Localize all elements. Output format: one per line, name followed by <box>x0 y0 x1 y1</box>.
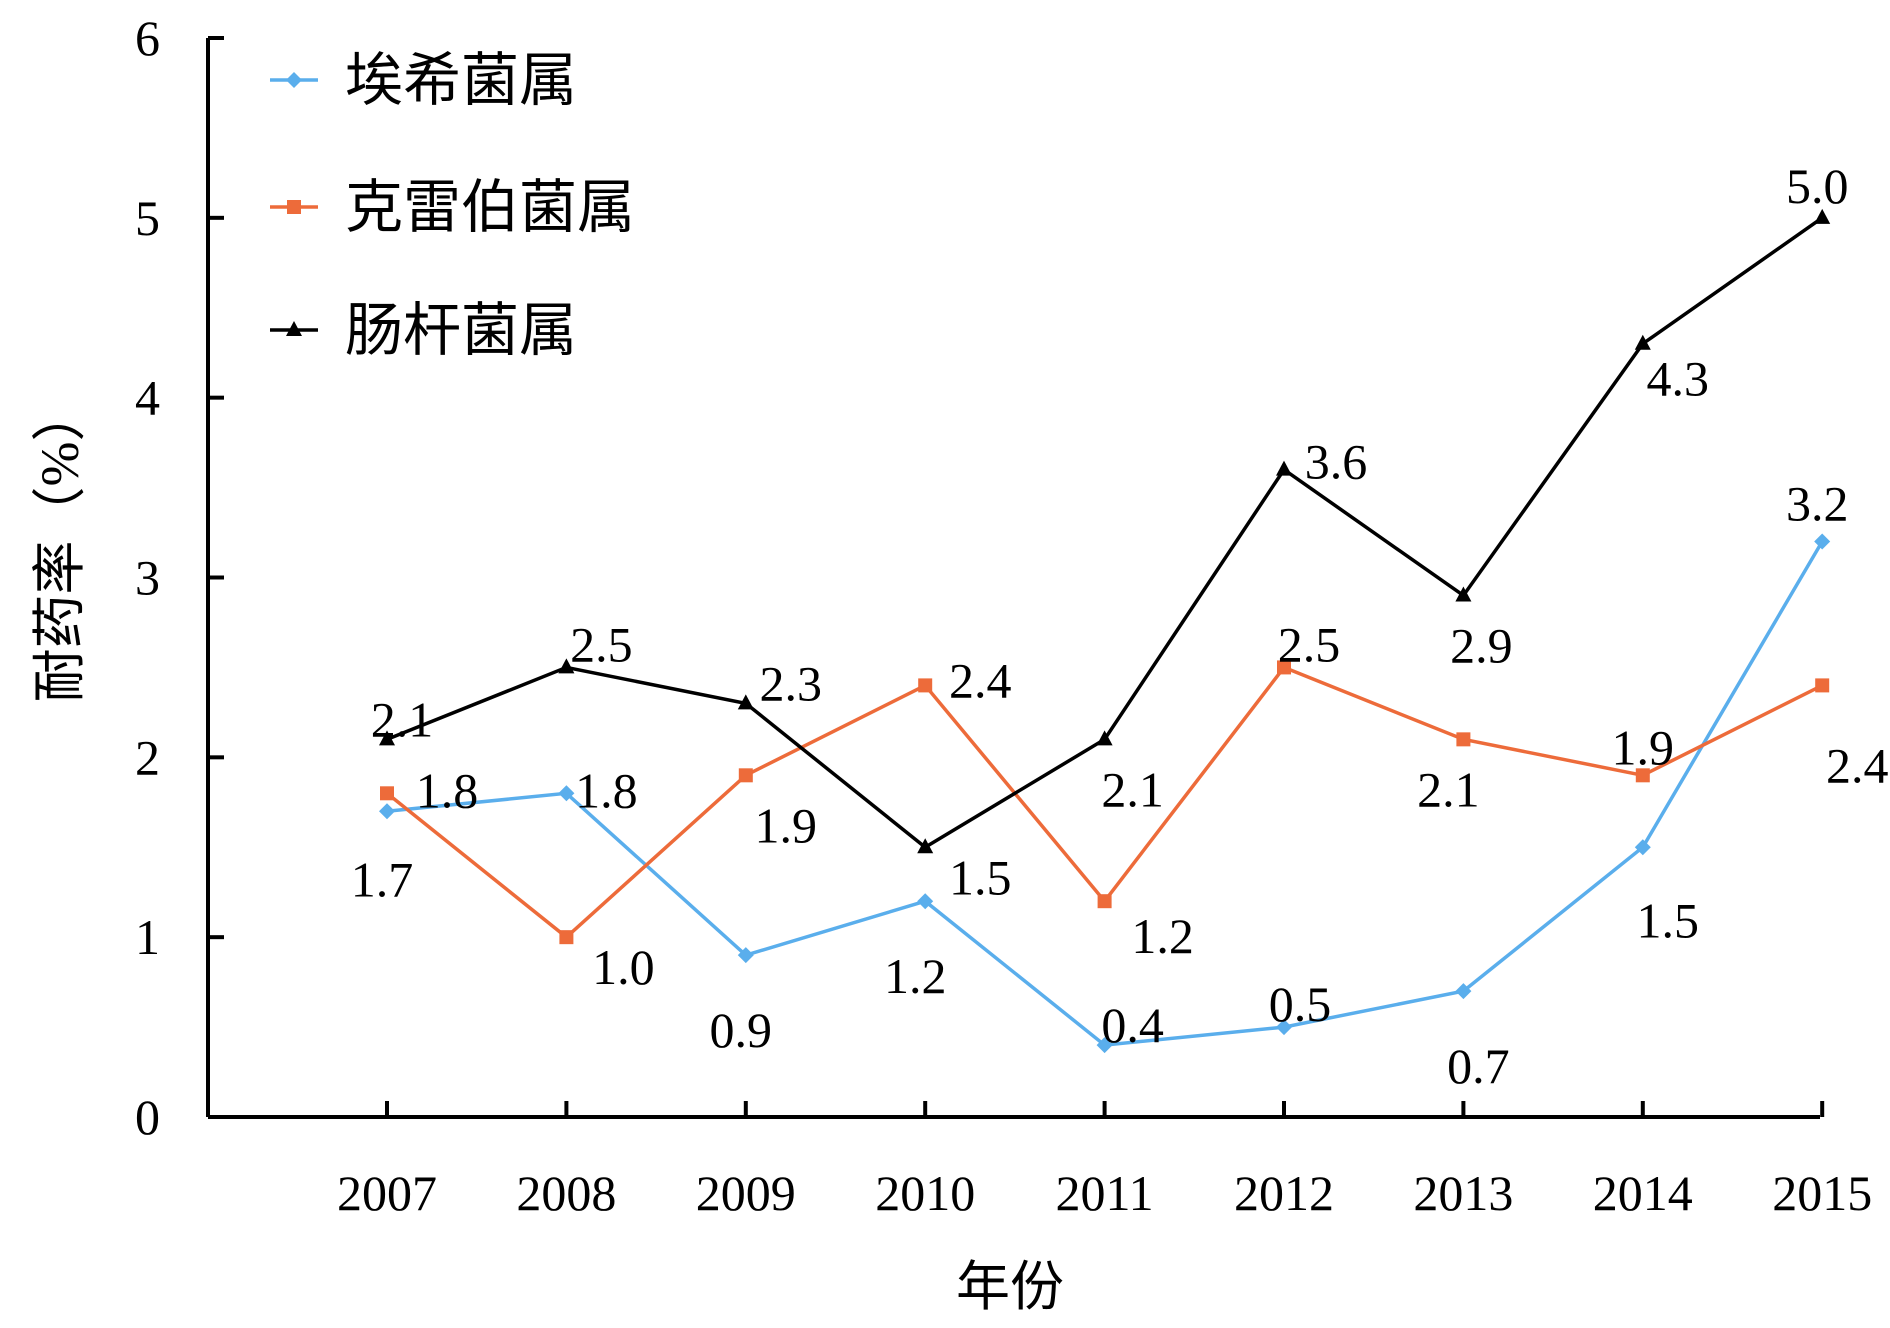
data-point <box>379 803 395 820</box>
legend-item: 肠杆菌属 <box>270 298 577 363</box>
legend-item: 埃希菌属 <box>270 48 577 113</box>
y-tick-label: 1 <box>135 909 160 965</box>
series-2 <box>380 660 1830 945</box>
x-tick-label: 2011 <box>1056 1165 1154 1221</box>
y-tick-label: 0 <box>135 1089 160 1145</box>
series-3 <box>379 208 1831 854</box>
data-label: 2.4 <box>1826 737 1889 793</box>
x-tick-label: 2015 <box>1772 1165 1872 1221</box>
data-point <box>1634 839 1651 856</box>
data-label: 2.1 <box>1101 761 1164 817</box>
data-label: 2.5 <box>570 616 633 672</box>
legend-label: 肠杆菌属 <box>345 298 577 363</box>
data-label: 2.3 <box>760 655 823 711</box>
data-label: 2.1 <box>1417 761 1480 817</box>
series-1 <box>379 533 1831 1054</box>
y-tick-label: 2 <box>135 729 160 785</box>
data-point <box>917 838 934 854</box>
data-label: 1.0 <box>592 939 655 995</box>
data-point <box>379 730 395 746</box>
y-axis-title: 耐药率（%） <box>30 388 90 703</box>
data-label: 1.8 <box>575 762 638 818</box>
data-label: 1.9 <box>1612 719 1675 775</box>
data-point <box>1096 1037 1113 1054</box>
legend-label: 埃希菌属 <box>345 48 577 113</box>
data-label: 5.0 <box>1786 158 1849 214</box>
data-point <box>1276 460 1292 476</box>
data-point <box>1455 586 1472 602</box>
legend-marker <box>286 72 302 88</box>
data-label: 0.7 <box>1447 1038 1510 1094</box>
data-point <box>1815 678 1830 693</box>
data-label: 1.5 <box>949 849 1012 905</box>
data-point <box>918 678 933 693</box>
y-tick-label: 6 <box>135 10 160 66</box>
data-label: 2.1 <box>371 691 434 747</box>
data-point <box>558 658 575 674</box>
x-tick-label: 2013 <box>1413 1165 1513 1221</box>
data-point <box>1634 334 1651 350</box>
y-tick-label: 4 <box>135 370 160 426</box>
data-point <box>1814 208 1831 224</box>
data-label: 1.2 <box>884 948 947 1004</box>
data-label: 1.7 <box>351 851 414 907</box>
x-tick-label: 2014 <box>1593 1165 1693 1221</box>
y-tick-label: 5 <box>135 190 160 246</box>
data-point <box>1814 533 1831 550</box>
data-label: 0.9 <box>710 1002 773 1058</box>
x-tick-label: 2010 <box>875 1165 975 1221</box>
data-label: 1.9 <box>755 797 818 853</box>
x-tick-label: 2009 <box>696 1165 796 1221</box>
data-label: 1.5 <box>1637 892 1700 948</box>
data-label: 1.2 <box>1131 908 1194 964</box>
data-point <box>1277 660 1291 675</box>
data-label: 3.2 <box>1786 476 1849 532</box>
x-axis-title: 年份 <box>956 1257 1064 1317</box>
data-point <box>1276 1019 1292 1036</box>
data-label: 0.5 <box>1269 976 1332 1032</box>
x-tick-label: 2007 <box>337 1165 437 1221</box>
series-line <box>386 216 1824 850</box>
legend-marker <box>287 200 301 214</box>
x-tick-label: 2008 <box>516 1165 616 1221</box>
legend-marker <box>286 321 302 336</box>
data-point <box>1097 894 1112 909</box>
data-point <box>1635 768 1650 783</box>
y-tick-label: 3 <box>135 550 160 606</box>
data-point <box>917 893 934 910</box>
data-point <box>1096 730 1113 746</box>
data-point <box>1456 732 1471 747</box>
data-label: 2.5 <box>1278 616 1341 672</box>
x-tick-label: 2012 <box>1234 1165 1334 1221</box>
data-label: 2.9 <box>1450 617 1513 673</box>
legend-label: 克雷伯菌属 <box>345 175 635 240</box>
data-point <box>738 768 753 783</box>
data-label: 2.4 <box>949 652 1012 708</box>
data-point <box>1455 983 1472 1000</box>
plot-area: 0 1 2 3 4 5 6 2007 2008 2009 2010 2011 2012 2013 2014 2… <box>135 10 1888 1221</box>
data-label: 3.6 <box>1305 434 1368 490</box>
data-point <box>737 947 754 964</box>
legend-item: 克雷伯菌属 <box>270 175 635 240</box>
data-label: 4.3 <box>1647 351 1710 407</box>
data-point <box>559 930 574 945</box>
data-point <box>737 694 754 710</box>
data-label: 1.8 <box>416 762 479 818</box>
data-point <box>380 786 394 801</box>
data-point <box>558 785 575 802</box>
data-label: 0.4 <box>1101 997 1164 1053</box>
